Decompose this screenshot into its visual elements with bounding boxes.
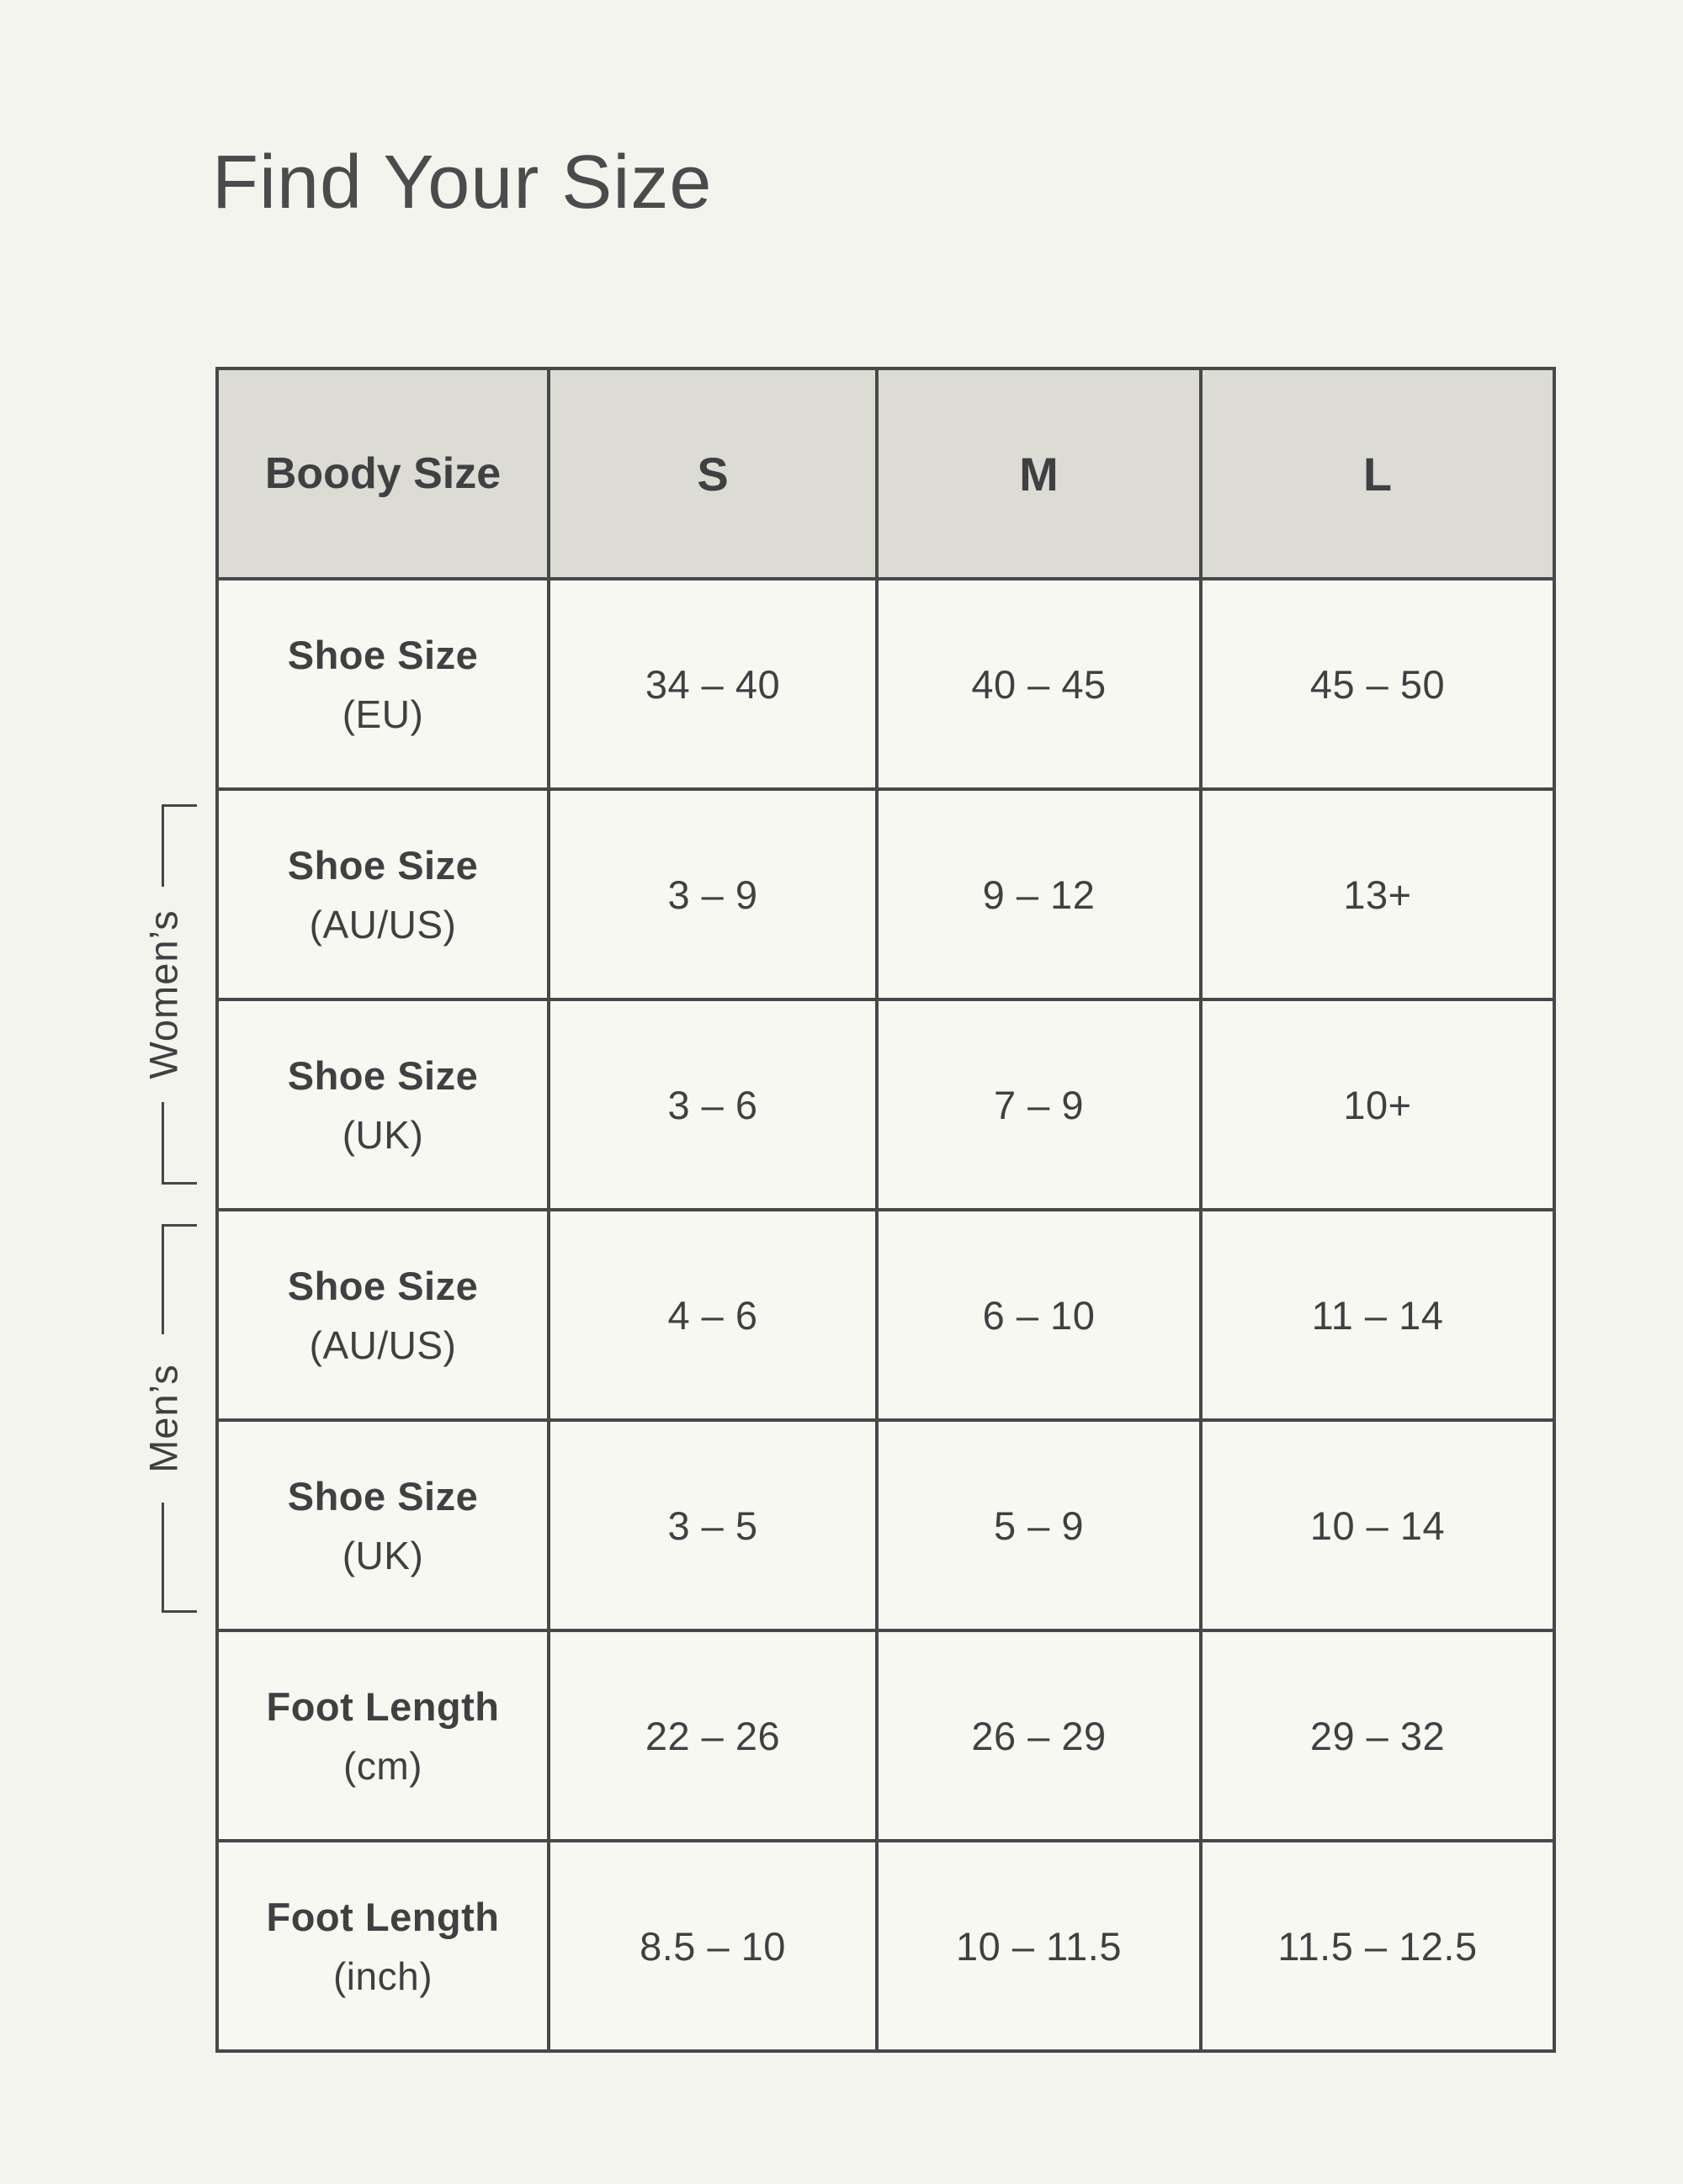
header-boody-size: Boody Size [215,367,550,580]
row-sublabel: (AU/US) [309,1323,457,1367]
row-sublabel: (cm) [343,1743,422,1788]
value-cell-m: 40 – 45 [875,577,1203,791]
table-row-shoe-eu: Shoe Size (EU) 34 – 40 40 – 45 45 – 50 [215,577,1556,791]
row-label-cell: Shoe Size (UK) [215,998,550,1211]
table-row-mens-shoe-uk: Shoe Size (UK) 3 – 5 5 – 9 10 – 14 [215,1418,1556,1632]
row-label: Foot Length [266,1683,500,1729]
value-cell-m: 26 – 29 [875,1629,1203,1842]
bracket-line [162,804,164,887]
value-cell-m: 5 – 9 [875,1418,1203,1632]
row-label-cell: Shoe Size (AU/US) [215,787,550,1001]
row-label: Shoe Size [287,842,479,888]
table-row-womens-shoe-auus: Shoe Size (AU/US) 3 – 9 9 – 12 13+ [215,787,1556,1001]
row-label-cell: Foot Length (cm) [215,1629,550,1842]
value-cell-l: 45 – 50 [1199,577,1556,791]
value-cell-l: 13+ [1199,787,1556,1001]
row-sublabel: (UK) [342,1533,424,1577]
row-sublabel: (UK) [342,1112,424,1157]
row-label-cell: Foot Length (inch) [215,1839,550,2053]
table-row-foot-length-inch: Foot Length (inch) 8.5 – 10 10 – 11.5 11… [215,1839,1556,2053]
row-label-cell: Shoe Size (EU) [215,577,550,791]
value-cell-m: 10 – 11.5 [875,1839,1203,2053]
value-cell-m: 9 – 12 [875,787,1203,1001]
table-row-mens-shoe-auus: Shoe Size (AU/US) 4 – 6 6 – 10 11 – 14 [215,1208,1556,1422]
row-label-cell: Shoe Size (UK) [215,1418,550,1632]
bracket-line [162,1503,164,1613]
bracket-line [162,1224,164,1334]
value-cell-s: 3 – 5 [547,1418,879,1632]
row-label: Shoe Size [287,1473,479,1519]
value-cell-l: 29 – 32 [1199,1629,1556,1842]
header-size-l: L [1199,367,1556,580]
row-sublabel: (AU/US) [309,902,457,946]
page-title: Find Your Size [212,140,713,225]
value-cell-s: 3 – 9 [547,787,879,1001]
row-label: Shoe Size [287,1052,479,1098]
value-cell-s: 22 – 26 [547,1629,879,1842]
bracket-top-tick [162,804,197,807]
womens-group-label: Women’s [141,909,186,1079]
table-row-foot-length-cm: Foot Length (cm) 22 – 26 26 – 29 29 – 32 [215,1629,1556,1842]
row-label-cell: Shoe Size (AU/US) [215,1208,550,1422]
value-cell-l: 11.5 – 12.5 [1199,1839,1556,2053]
header-size-m: M [875,367,1203,580]
row-sublabel: (EU) [342,692,424,736]
mens-bracket: Men’s [141,1224,200,1613]
value-cell-s: 4 – 6 [547,1208,879,1422]
mens-group-label: Men’s [141,1364,186,1473]
value-cell-s: 8.5 – 10 [547,1839,879,2053]
value-cell-s: 34 – 40 [547,577,879,791]
value-cell-s: 3 – 6 [547,998,879,1211]
value-cell-m: 7 – 9 [875,998,1203,1211]
row-label: Foot Length [266,1894,500,1939]
value-cell-l: 10 – 14 [1199,1418,1556,1632]
row-sublabel: (inch) [332,1953,433,1998]
bracket-bottom-tick [162,1610,197,1613]
table-row-womens-shoe-uk: Shoe Size (UK) 3 – 6 7 – 9 10+ [215,998,1556,1211]
womens-bracket: Women’s [141,804,200,1185]
bracket-bottom-tick [162,1182,197,1185]
row-label: Shoe Size [287,1263,479,1308]
size-table: Boody Size S M L Shoe Size (EU) 34 – 40 … [215,367,1556,2053]
value-cell-l: 11 – 14 [1199,1208,1556,1422]
row-label: Shoe Size [287,632,479,677]
bracket-line [162,1102,164,1185]
value-cell-l: 10+ [1199,998,1556,1211]
header-row: Boody Size S M L [215,367,1556,580]
bracket-top-tick [162,1224,197,1227]
value-cell-m: 6 – 10 [875,1208,1203,1422]
header-size-s: S [547,367,879,580]
